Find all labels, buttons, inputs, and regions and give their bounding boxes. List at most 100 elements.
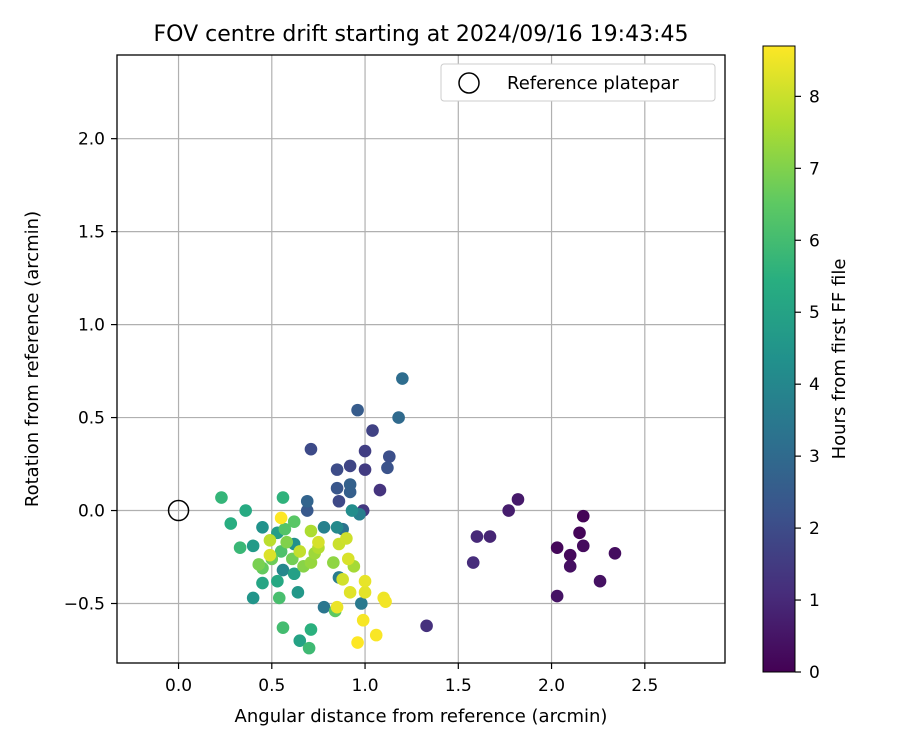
data-point	[392, 411, 405, 424]
colorbar-tick-label: 3	[809, 447, 820, 467]
colorbar-ticks: 0 1 2 3 4 5 6 7 8	[795, 87, 820, 683]
data-point	[330, 600, 344, 614]
data-point	[263, 533, 277, 547]
data-point	[327, 556, 340, 569]
data-point	[420, 619, 433, 633]
y-ticks: −0.5 0.0 0.5 1.0 1.5 2.0	[64, 130, 117, 615]
y-tick-label: 0.5	[78, 409, 105, 429]
data-point	[340, 532, 353, 545]
colorbar: 0 1 2 3 4 5 6 7 8 Hours from first FF file	[762, 45, 850, 683]
data-point	[302, 641, 316, 655]
grid-lines	[117, 55, 725, 663]
data-point	[502, 504, 515, 517]
data-point	[576, 539, 590, 553]
data-point	[470, 530, 484, 543]
data-point	[343, 459, 357, 473]
colorbar-tick-label: 1	[809, 591, 820, 611]
x-tick-label: 0.5	[258, 676, 285, 696]
data-point	[343, 586, 357, 599]
colorbar-label: Hours from first FF file	[829, 259, 850, 460]
data-point	[341, 552, 355, 566]
data-point	[256, 520, 269, 534]
data-point	[293, 634, 307, 647]
data-point	[271, 574, 284, 588]
data-point	[317, 520, 331, 534]
data-point	[381, 461, 394, 475]
y-tick-label: −0.5	[64, 595, 105, 615]
data-point	[332, 494, 346, 508]
data-point	[336, 573, 349, 586]
data-point	[252, 558, 266, 571]
data-point	[304, 524, 318, 538]
data-point	[224, 517, 238, 530]
data-point	[343, 478, 357, 491]
data-point	[576, 509, 590, 523]
y-tick-label: 1.5	[78, 223, 105, 243]
data-point	[274, 511, 288, 525]
x-tick-label: 0.0	[165, 676, 192, 696]
data-point	[382, 450, 396, 463]
y-tick-label: 0.0	[78, 502, 105, 522]
data-point	[358, 444, 372, 458]
data-point	[330, 481, 344, 495]
data-point	[466, 556, 480, 569]
colorbar-gradient	[762, 45, 796, 673]
data-point	[293, 545, 307, 558]
data-point	[317, 600, 331, 614]
data-point	[573, 526, 586, 540]
data-point	[358, 463, 372, 476]
legend-box	[440, 63, 716, 102]
colorbar-tick-label: 8	[809, 87, 820, 107]
x-tick-label: 2.0	[538, 676, 565, 696]
data-point	[483, 530, 497, 543]
data-point	[276, 563, 290, 577]
data-point	[345, 504, 359, 517]
data-point	[366, 424, 379, 437]
data-point	[608, 546, 622, 560]
data-point	[287, 567, 301, 581]
data-point	[396, 372, 409, 385]
y-tick-label: 1.0	[78, 316, 105, 336]
data-point	[300, 494, 314, 508]
data-point	[358, 586, 372, 599]
x-axis-label: Angular distance from reference (arcmin)	[235, 706, 608, 727]
data-point	[355, 597, 368, 610]
data-point	[351, 636, 364, 649]
data-point	[215, 491, 228, 504]
data-point	[300, 504, 314, 517]
chart-title: FOV centre drift starting at 2024/09/16 …	[154, 22, 689, 47]
data-point	[276, 491, 290, 504]
data-point	[274, 545, 288, 558]
x-tick-label: 1.0	[352, 676, 379, 696]
x-tick-label: 1.5	[445, 676, 472, 696]
data-point	[272, 591, 286, 605]
data-point	[246, 539, 260, 553]
reference-marker	[167, 499, 190, 522]
colorbar-tick-label: 5	[809, 303, 820, 323]
data-point	[233, 541, 247, 555]
data-point	[330, 463, 344, 476]
data-point	[511, 493, 525, 506]
colorbar-tick-label: 7	[809, 159, 820, 179]
y-axis-label: Rotation from reference (arcmin)	[22, 211, 43, 507]
data-point	[369, 628, 383, 642]
data-point	[246, 591, 260, 605]
y-tick-label: 2.0	[78, 130, 105, 150]
data-point	[358, 574, 372, 588]
data-point	[239, 504, 252, 517]
colorbar-tick-label: 4	[809, 375, 820, 395]
data-point	[356, 613, 370, 627]
data-point	[550, 589, 564, 603]
data-point	[304, 442, 318, 456]
data-point	[291, 586, 305, 599]
colorbar-tick-label: 6	[809, 231, 820, 251]
data-point	[287, 515, 301, 528]
data-point	[280, 535, 294, 549]
legend-label: Reference platepar	[507, 73, 679, 94]
data-point	[563, 560, 577, 573]
data-point	[256, 576, 269, 590]
data-point	[379, 595, 392, 608]
data-point	[351, 403, 364, 417]
colorbar-tick-label: 2	[809, 519, 820, 539]
data-point	[276, 621, 290, 634]
